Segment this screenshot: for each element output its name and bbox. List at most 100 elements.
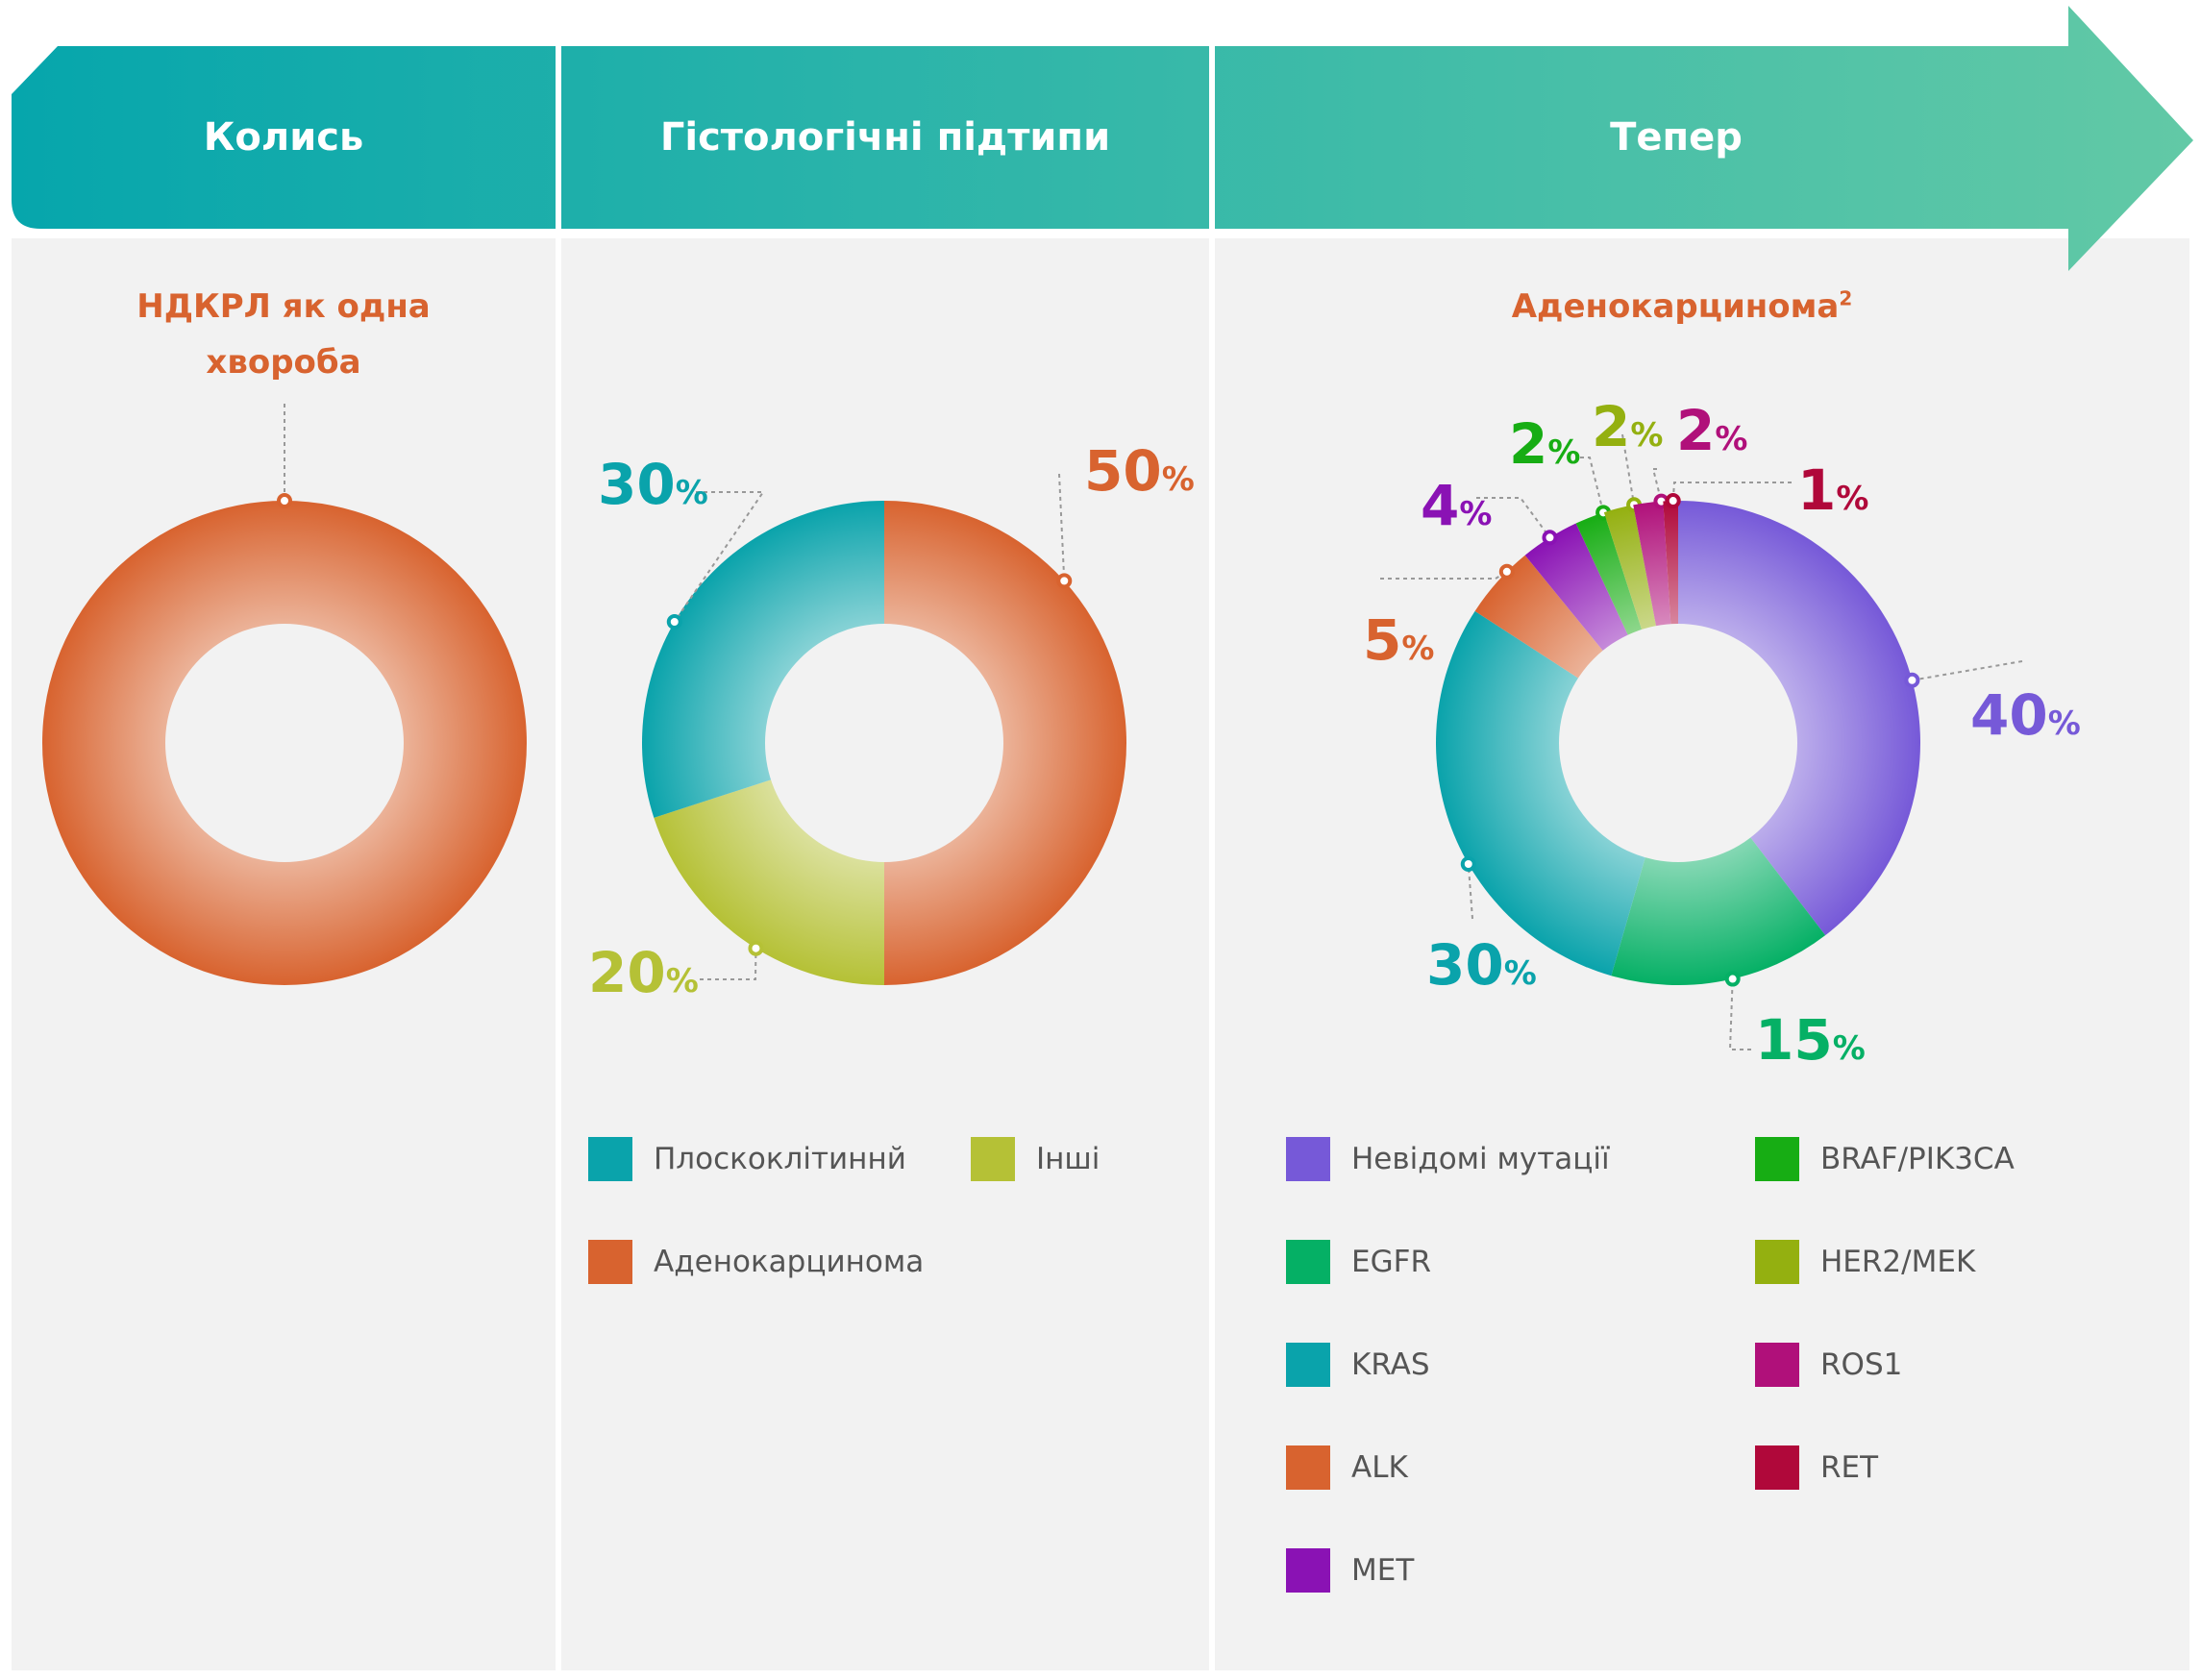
histology-hole — [765, 624, 1003, 862]
now-value-label-7: 2% — [1676, 398, 1747, 463]
leader-past-dot — [277, 493, 292, 508]
now-value-label-0-percent-sign: % — [2047, 704, 2081, 743]
legend-item-now-2-swatch — [1286, 1343, 1330, 1387]
now-value-label-4-value: 4 — [1421, 473, 1460, 538]
legend-item-squamous: Плоскоклітиннй — [588, 1137, 906, 1181]
now-leader-dot-0 — [1904, 672, 1920, 688]
header-histology: Гістологічні підтипи — [659, 115, 1111, 160]
now-value-label-1: 15% — [1755, 1007, 1866, 1073]
now-leader-0 — [1912, 660, 2023, 681]
legend-item-now-8-label: RET — [1820, 1450, 1879, 1485]
legend-item-now-0-swatch — [1286, 1137, 1330, 1181]
legend-item-now-3-swatch — [1286, 1445, 1330, 1490]
now-slice-2 — [1435, 610, 1678, 976]
now-value-label-8-value: 1 — [1797, 457, 1837, 523]
now-value-label-0-value: 40 — [1970, 682, 2048, 748]
histology-leader-1 — [700, 948, 757, 980]
now-hole — [1559, 624, 1797, 862]
now-value-label-8: 1% — [1797, 457, 1868, 523]
legend-item-now-6: HER2/MEK — [1755, 1240, 1975, 1284]
histology-value-label-0: 50% — [1084, 438, 1195, 504]
legend-item-squamous-swatch — [588, 1137, 632, 1181]
legend-item-now-0: Невідомі мутації — [1286, 1137, 1610, 1181]
histology-leader-dot-1 — [748, 940, 764, 956]
chart-title-now-text: Аденокарцинома — [1511, 287, 1840, 326]
legend-item-now-3-label: ALK — [1351, 1450, 1408, 1485]
now-leader-2 — [1467, 863, 1473, 920]
now-value-label-2-percent-sign: % — [1503, 954, 1537, 993]
now-value-label-2-value: 30 — [1426, 932, 1504, 998]
legend-item-adeno-swatch — [588, 1240, 632, 1284]
legend-item-now-4-label: MET — [1351, 1553, 1415, 1588]
header-past: Колись — [203, 115, 364, 160]
legend-item-now-1: EGFR — [1286, 1240, 1431, 1284]
histology-value-label-0-percent-sign: % — [1161, 460, 1195, 499]
now-leader-8 — [1671, 482, 1792, 502]
legend-item-now-4-swatch — [1286, 1548, 1330, 1593]
histology-leader-dot-2 — [666, 614, 682, 630]
now-value-label-5-percent-sign: % — [1547, 433, 1581, 472]
now-value-label-0: 40% — [1970, 682, 2081, 748]
legend-item-now-1-swatch — [1286, 1240, 1330, 1284]
histology-leader-0 — [1058, 473, 1066, 581]
now-slice-0 — [1678, 501, 1921, 936]
histology-value-label-1: 20% — [588, 940, 699, 1005]
legend-item-other-swatch — [971, 1137, 1015, 1181]
now-leader-dot-3 — [1498, 563, 1515, 580]
now-value-label-6: 2% — [1592, 394, 1663, 459]
now-value-label-7-value: 2 — [1676, 398, 1716, 463]
legend-item-other: Інші — [971, 1137, 1100, 1181]
header-divider — [556, 46, 561, 231]
now-leader-dot-4 — [1542, 530, 1558, 546]
legend-item-now-1-label: EGFR — [1351, 1245, 1431, 1279]
now-value-label-5: 2% — [1509, 411, 1580, 477]
histology-value-label-0-value: 50 — [1084, 438, 1162, 504]
legend-item-now-7: ROS1 — [1755, 1343, 1902, 1387]
now-leader-5 — [1580, 457, 1605, 513]
legend-item-now-8-swatch — [1755, 1445, 1799, 1490]
histology-leader-dot-0 — [1056, 573, 1073, 589]
histology-value-label-1-value: 20 — [588, 940, 666, 1005]
now-leader-dot-2 — [1460, 856, 1476, 872]
now-value-label-6-percent-sign: % — [1630, 416, 1664, 455]
legend-item-now-5-swatch — [1755, 1137, 1799, 1181]
chart-title-now: Аденокарцинома2 — [1442, 279, 1922, 334]
now-value-label-2: 30% — [1426, 932, 1537, 998]
legend-item-now-2-label: KRAS — [1351, 1347, 1430, 1382]
header-divider — [1209, 46, 1215, 231]
histology-value-label-2: 30% — [598, 452, 708, 517]
legend-item-now-5-label: BRAF/PIK3CA — [1820, 1142, 2015, 1176]
now-leader-dot-1 — [1724, 971, 1741, 987]
header-now: Тепер — [1610, 115, 1743, 160]
legend-item-adeno-label: Аденокарцинома — [654, 1245, 925, 1279]
now-value-label-5-value: 2 — [1509, 411, 1548, 477]
now-value-label-1-percent-sign: % — [1832, 1029, 1866, 1068]
histology-slice-0 — [884, 501, 1126, 985]
legend-item-other-label: Інші — [1036, 1142, 1100, 1176]
now-value-label-3: 5% — [1363, 607, 1434, 673]
legend-item-adeno: Аденокарцинома — [588, 1240, 924, 1284]
histology-value-label-1-percent-sign: % — [665, 962, 699, 1001]
donut-slice-all — [42, 501, 527, 985]
legend-item-now-4: MET — [1286, 1548, 1414, 1593]
now-leader-7 — [1651, 468, 1663, 502]
now-value-label-8-percent-sign: % — [1836, 480, 1869, 518]
histology-leader-2 — [673, 491, 765, 623]
histology-value-label-2-value: 30 — [598, 452, 676, 517]
now-value-label-7-percent-sign: % — [1715, 420, 1748, 458]
legend-item-now-7-label: ROS1 — [1820, 1347, 1903, 1382]
now-value-label-6-value: 2 — [1592, 394, 1631, 459]
legend-item-squamous-label: Плоскоклітиннй — [654, 1142, 906, 1176]
legend-item-now-7-swatch — [1755, 1343, 1799, 1387]
legend-item-now-6-swatch — [1755, 1240, 1799, 1284]
legend-item-now-8: RET — [1755, 1445, 1878, 1490]
now-leader-4 — [1476, 497, 1551, 538]
now-value-label-1-value: 15 — [1755, 1007, 1833, 1073]
legend-item-now-5: BRAF/PIK3CA — [1755, 1137, 2015, 1181]
chart-title-past: НДКРЛ як одна хвороба — [136, 287, 431, 382]
now-value-label-4-percent-sign: % — [1459, 495, 1493, 533]
legend-item-now-6-label: HER2/MEK — [1820, 1245, 1976, 1279]
now-value-label-4: 4% — [1421, 473, 1492, 538]
footnote-marker: 2 — [1839, 286, 1853, 310]
